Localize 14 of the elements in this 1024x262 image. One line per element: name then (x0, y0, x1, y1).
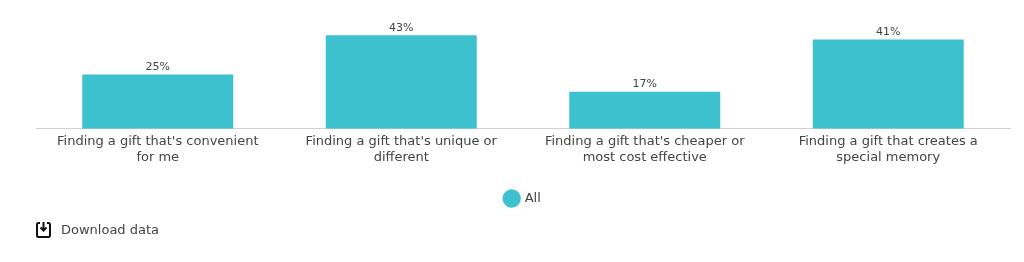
data-label: 41% (876, 24, 901, 38)
data-label: 43% (389, 20, 414, 34)
bar (569, 91, 721, 129)
data-label: 25% (145, 59, 170, 73)
x-tick-label: Finding a gift that creates a special memory (798, 132, 978, 164)
x-tick-label: Finding a gift that's convenient for me (56, 132, 259, 164)
bar (325, 35, 477, 129)
bar (82, 74, 234, 129)
x-tick-label: Finding a gift that's cheaper or most cost effective (544, 132, 746, 164)
bar (812, 39, 964, 129)
x-tick-label: Finding a gift that's unique or different (305, 132, 498, 164)
data-label: 17% (632, 77, 657, 91)
legend-label: All (524, 189, 541, 205)
text: Download data (61, 222, 160, 237)
